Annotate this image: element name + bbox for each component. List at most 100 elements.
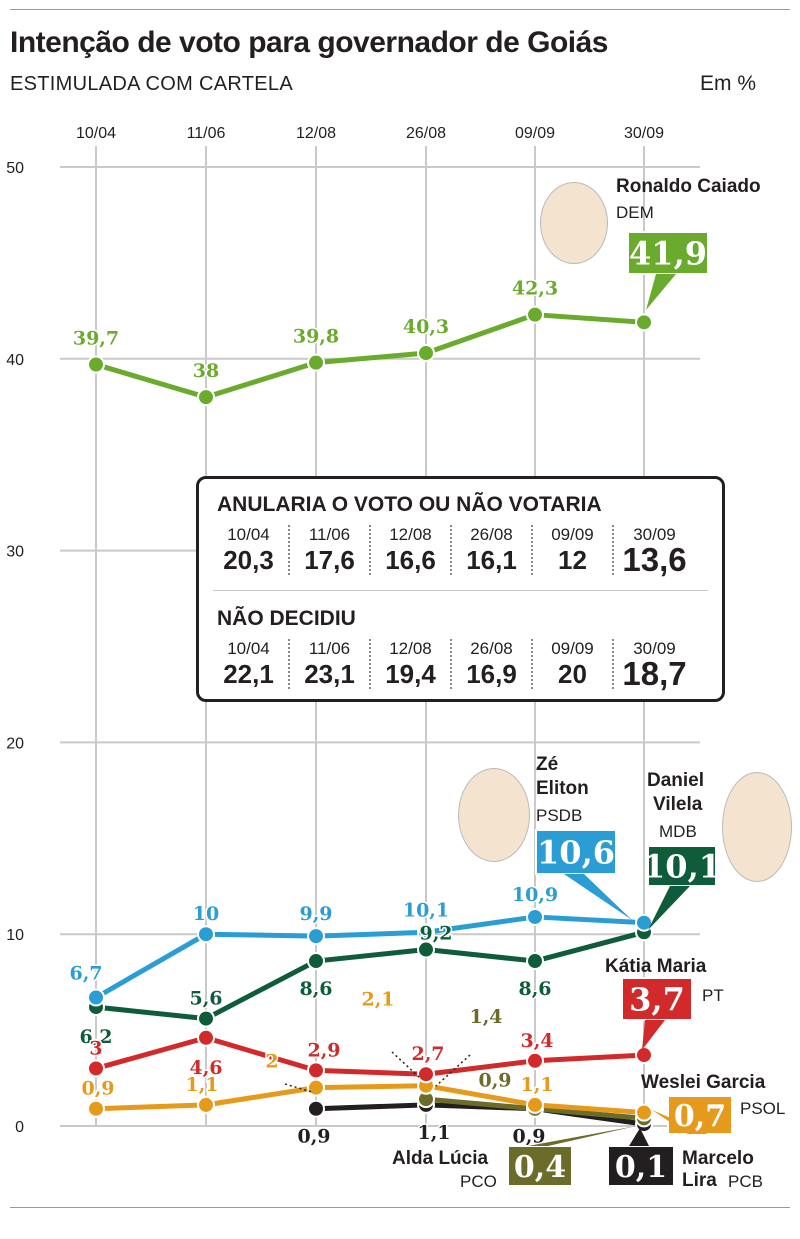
box-date: 10/04 — [227, 639, 270, 658]
marcelo-callout-pointer — [629, 1128, 649, 1146]
box-value: 20 — [558, 659, 587, 689]
ze-data-point — [526, 907, 544, 926]
daniel-value-label: 9,2 — [419, 923, 452, 945]
daniel-callout-value: 10,1 — [643, 848, 721, 886]
top-rule — [10, 9, 790, 10]
caiado-value-label: 39,7 — [73, 328, 119, 350]
y-tick-label: 0 — [15, 1119, 24, 1136]
info-box: ANULARIA O VOTO OU NÃO VOTARIA 10/04 20,3… — [196, 476, 725, 702]
weslei-name: Weslei Garcia — [641, 1072, 766, 1093]
weslei-callout-value: 0,7 — [674, 1099, 726, 1134]
caiado-series-line — [95, 312, 645, 400]
chart-title: Intenção de voto para governador de Goiá… — [10, 26, 608, 59]
box-date: 26/08 — [470, 525, 513, 544]
box-divider — [213, 590, 708, 591]
ze-value-label: 10 — [193, 903, 219, 925]
caiado-data-point — [87, 355, 105, 374]
caiado-portrait — [540, 182, 608, 264]
ze-data-point — [417, 923, 435, 942]
box-cell: 12/08 16,6 — [371, 525, 452, 575]
weslei-data-point — [197, 1095, 215, 1114]
caiado-data-point — [307, 353, 325, 372]
weslei-series-line — [95, 1083, 645, 1116]
marcelo-value-label: 1,1 — [417, 1122, 450, 1144]
ze-value-label: 10,1 — [403, 899, 449, 921]
ze-callout-box — [535, 829, 617, 875]
caiado-value-label: 40,3 — [403, 316, 449, 338]
caiado-data-point — [526, 305, 544, 324]
box-cell: 11/06 17,6 — [290, 525, 371, 575]
box-value: 16,6 — [385, 545, 436, 575]
katia-data-point — [197, 1028, 215, 1047]
caiado-value-label: 38 — [193, 360, 219, 382]
y-tick-label: 30 — [6, 544, 24, 561]
katia-value-label: 3,4 — [520, 1030, 553, 1052]
box-cell: 30/09 13,6 — [614, 525, 695, 578]
daniel-data-point — [197, 1009, 215, 1028]
box-date: 12/08 — [389, 525, 432, 544]
katia-data-point — [307, 1061, 325, 1080]
ze-value-label: 10,9 — [512, 884, 558, 906]
box-cell: 26/08 16,1 — [452, 525, 533, 575]
box-date: 26/08 — [470, 639, 513, 658]
ze-data-point — [87, 988, 105, 1007]
box-cell: 11/06 23,1 — [290, 639, 371, 689]
katia-data-point — [87, 1059, 105, 1078]
weslei-value-label: 2 — [265, 1051, 278, 1073]
daniel-vilela-portrait — [722, 772, 792, 882]
marcelo-data-point — [307, 1099, 325, 1118]
box-value: 19,4 — [385, 659, 436, 689]
x-tick-label: 09/09 — [515, 125, 555, 142]
box-value: 20,3 — [223, 545, 274, 575]
daniel-callout-box — [647, 845, 717, 887]
ze-data-point — [307, 927, 325, 946]
box-cell: 10/04 22,1 — [209, 639, 290, 689]
box-value: 16,1 — [466, 545, 517, 575]
caiado-data-point — [417, 344, 435, 363]
marcelo-callout-value: 0,1 — [615, 1150, 667, 1185]
ze-value-label: 9,9 — [299, 903, 332, 925]
marcelo-name-line2: Lira — [682, 1170, 717, 1191]
caiado-callout-pointer — [646, 274, 676, 310]
box-date: 11/06 — [308, 639, 351, 658]
caiado-name: Ronaldo Caiado — [616, 176, 761, 197]
katia-party: PT — [702, 986, 724, 1005]
box-value: 23,1 — [304, 659, 355, 689]
box-section1-title: ANULARIA O VOTO OU NÃO VOTARIA — [217, 493, 602, 516]
daniel-value-label: 8,6 — [518, 978, 551, 1000]
katia-value-label: 2,9 — [307, 1039, 340, 1061]
box-value: 13,6 — [622, 541, 687, 578]
box-section2-title: NÃO DECIDIU — [217, 607, 356, 630]
daniel-value-label: 5,6 — [189, 988, 222, 1010]
katia-value-label: 2,7 — [411, 1043, 444, 1065]
katia-name: Kátia Maria — [605, 956, 707, 977]
weslei-data-point — [87, 1099, 105, 1118]
weslei-value-label: 0,9 — [81, 1078, 114, 1100]
daniel-data-point — [307, 952, 325, 971]
weslei-value-label: 2,1 — [361, 989, 394, 1011]
ze-value-label: 6,7 — [69, 962, 102, 984]
box-date: 30/09 — [633, 525, 676, 544]
alda-name: Alda Lúcia — [392, 1148, 489, 1169]
weslei-data-point — [635, 1103, 653, 1122]
katia-data-point — [526, 1051, 544, 1070]
x-tick-label: 26/08 — [406, 125, 446, 142]
daniel-series-line — [95, 929, 645, 1022]
box-date: 30/09 — [633, 639, 676, 658]
box-value: 16,9 — [466, 659, 517, 689]
katia-value-label: 4,6 — [189, 1057, 222, 1079]
daniel-data-point — [417, 940, 435, 959]
alda-value-label: 0,9 — [478, 1070, 511, 1092]
alda-value-label: 1,4 — [469, 1006, 502, 1028]
marcelo-name-line1: Marcelo — [682, 1148, 754, 1169]
daniel-callout-pointer — [648, 886, 690, 930]
chart-subtitle: ESTIMULADA COM CARTELA — [10, 73, 293, 95]
box-cell: 26/08 16,9 — [452, 639, 533, 689]
katia-data-point — [635, 1046, 653, 1065]
box-cell: 09/09 20 — [533, 639, 614, 689]
daniel-data-point — [526, 952, 544, 971]
box-date: 09/09 — [551, 525, 594, 544]
ze-callout-pointer — [564, 874, 632, 920]
weslei-value-label: 1,1 — [185, 1074, 218, 1096]
box-date: 10/04 — [227, 525, 270, 544]
